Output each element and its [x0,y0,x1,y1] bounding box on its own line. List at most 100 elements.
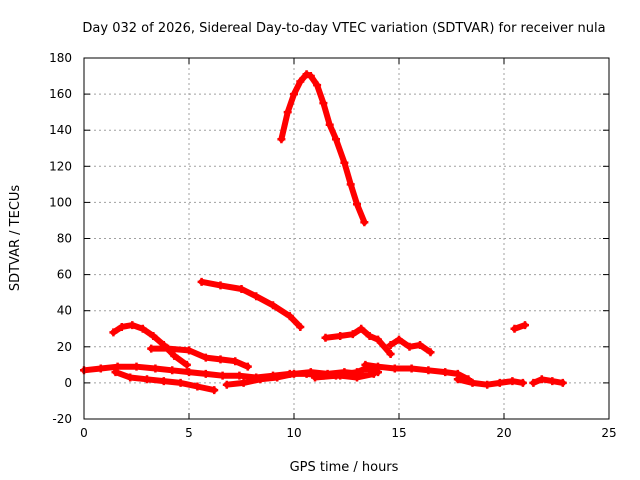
data-point [325,120,334,129]
data-point [117,322,126,331]
data-point [306,368,315,377]
data-point [159,377,168,386]
data-point [386,340,395,349]
data-point [290,90,298,99]
data-point [132,362,141,371]
y-tick-label: -20 [52,412,72,426]
data-point [164,344,172,353]
data-point [218,371,227,380]
y-tick-label: 80 [57,232,72,246]
x-tick-label: 20 [496,426,511,440]
data-point [193,382,202,391]
data-point [453,375,462,384]
y-tick-label: 120 [49,159,72,173]
x-tick-label: 5 [185,426,193,440]
data-point [239,378,248,387]
data-point [405,342,414,351]
data-point [321,333,330,342]
data-point [296,322,305,331]
data-point [216,281,225,290]
y-tick-label: 40 [57,304,72,318]
data-point [170,351,179,360]
data-point [302,70,311,79]
data-point [256,375,265,384]
data-point [296,77,305,86]
data-point [346,180,355,189]
data-point [311,373,319,382]
data-point [508,377,517,386]
data-point [222,380,231,389]
data-point [360,218,369,227]
data-point [168,366,177,375]
data-point [113,362,122,371]
data-point [353,368,361,377]
data-point [210,386,219,395]
data-point [537,375,546,384]
data-point [306,72,315,81]
y-tick-label: 160 [49,87,72,101]
data-point [147,344,156,353]
data-point [558,378,567,387]
tick-layer: 0 5 10 15 20 25 -20 0 20 40 60 80 100 120 140 160 180 [49,51,617,440]
data-point [96,364,105,373]
data-point [374,335,382,344]
data-point [332,135,340,144]
data-point [495,378,504,387]
x-axis-title: GPS time / hours [290,460,399,475]
data-point [361,364,370,373]
series-layer [80,70,567,395]
data-point [313,81,322,90]
data-point [416,340,424,349]
data-point [149,331,158,340]
data-point [374,368,382,377]
data-point [197,277,206,286]
grid-layer [84,58,609,419]
data-point [285,312,294,321]
y-tick-label: 180 [49,51,72,65]
y-tick-label: 60 [57,268,72,282]
y-tick-label: 20 [57,340,72,354]
data-point [235,371,244,380]
data-point [518,378,527,387]
data-point [231,357,240,366]
data-point [340,158,349,167]
data-point [483,380,492,389]
y-axis-title: SDTVAR / TECUs [8,185,23,292]
data-point [237,285,246,294]
series-base-g [530,376,566,386]
data-point [185,346,193,355]
data-point [273,373,282,382]
data-point [521,321,529,330]
data-point [395,335,403,344]
data-point [201,369,210,378]
data-point [185,368,193,377]
data-point [151,364,160,373]
data-point [365,331,374,340]
data-point [348,330,357,339]
data-point [109,328,118,337]
data-point [468,378,477,387]
data-point [510,324,519,333]
data-point [138,324,147,333]
data-point [332,371,340,380]
data-point [426,348,435,357]
data-point [201,353,210,362]
y-tick-label: 100 [49,195,72,209]
data-point [290,369,298,378]
data-point [176,378,185,387]
data-point [182,360,191,369]
x-tick-label: 0 [80,426,88,440]
data-point [283,108,292,117]
data-point [111,368,120,377]
x-tick-label: 10 [286,426,301,440]
data-point [216,355,225,364]
data-point [277,135,286,144]
data-point [390,364,399,373]
data-point [441,368,450,377]
data-point [269,301,277,310]
data-point [336,331,345,340]
data-point [407,364,416,373]
data-point [126,373,135,382]
chart-title: Day 032 of 2026, Sidereal Day-to-day VTE… [82,21,605,36]
